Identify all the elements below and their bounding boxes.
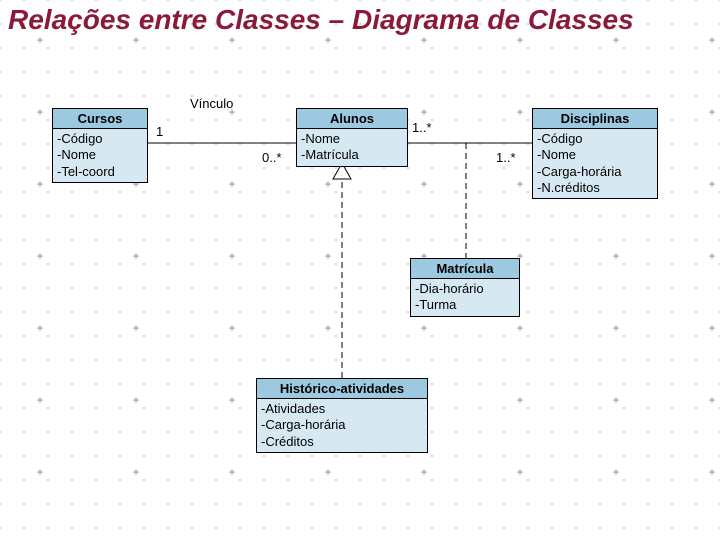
background-grid [0,0,720,540]
class-disciplinas-attrs: -Código-Nome-Carga-horária-N.créditos [533,129,657,198]
class-attr: -Matrícula [301,147,403,163]
class-matricula-header: Matrícula [411,259,519,279]
class-historico-attrs: -Atividades-Carga-horária-Créditos [257,399,427,452]
class-attr: -Carga-horária [261,417,423,433]
class-attr: -Atividades [261,401,423,417]
mult-disciplinas-side: 1..* [496,150,516,165]
class-attr: -Créditos [261,434,423,450]
class-attr: -Turma [415,297,515,313]
class-attr: -Nome [57,147,143,163]
class-attr: -Código [57,131,143,147]
class-cursos: Cursos -Código-Nome-Tel-coord [52,108,148,183]
class-attr: -Nome [301,131,403,147]
class-historico: Histórico-atividades -Atividades-Carga-h… [256,378,428,453]
class-historico-header: Histórico-atividades [257,379,427,399]
class-attr: -Dia-horário [415,281,515,297]
class-cursos-header: Cursos [53,109,147,129]
class-attr: -Tel-coord [57,164,143,180]
class-disciplinas-header: Disciplinas [533,109,657,129]
class-alunos: Alunos -Nome-Matrícula [296,108,408,167]
class-attr: -Carga-horária [537,164,653,180]
mult-alunos-side-left: 0..* [262,150,282,165]
class-matricula-attrs: -Dia-horário-Turma [411,279,519,316]
mult-cursos-side: 1 [156,124,163,139]
class-alunos-attrs: -Nome-Matrícula [297,129,407,166]
class-attr: -N.créditos [537,180,653,196]
class-disciplinas: Disciplinas -Código-Nome-Carga-horária-N… [532,108,658,199]
assoc-label-vinculo: Vínculo [190,96,233,111]
page-title: Relações entre Classes – Diagrama de Cla… [8,4,712,36]
class-alunos-header: Alunos [297,109,407,129]
class-attr: -Nome [537,147,653,163]
class-attr: -Código [537,131,653,147]
class-matricula: Matrícula -Dia-horário-Turma [410,258,520,317]
class-cursos-attrs: -Código-Nome-Tel-coord [53,129,147,182]
mult-alunos-side-right: 1..* [412,120,432,135]
